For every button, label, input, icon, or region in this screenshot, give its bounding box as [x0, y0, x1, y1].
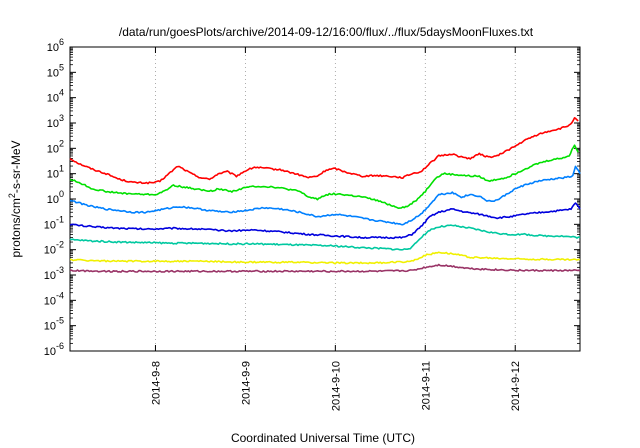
plot-area-frame [69, 46, 581, 352]
y-axis-label-sup: 2 [7, 193, 17, 198]
x-axis: 2014-9-8 2014-9-9 2014-9-10 2014-9-11 2014-9… [150, 47, 522, 411]
y-tick-label: 105 [47, 62, 64, 79]
series-line-5 [69, 224, 581, 251]
series-line-3 [69, 165, 581, 226]
series-layer [69, 117, 581, 273]
y-tick-label: 10-2 [44, 240, 64, 257]
x-tick-label: 2014-9-8 [150, 361, 162, 405]
chart-title: /data/run/goesPlots/archive/2014-09-12/1… [119, 25, 534, 39]
y-tick-label: 102 [47, 138, 64, 155]
series-line-4 [69, 202, 581, 240]
y-tick-label: 10-6 [44, 341, 64, 358]
y-axis-label: protons/cm2-s-sr-MeV [7, 140, 23, 257]
y-tick-label: 100 [47, 189, 64, 206]
x-tick-label: 2014-9-10 [330, 361, 342, 411]
y-tick-label: 104 [47, 88, 64, 105]
x-tick-label: 2014-9-9 [240, 361, 252, 405]
y-tick-label: 103 [47, 113, 64, 130]
y-tick-label: 10-4 [44, 290, 64, 307]
y-tick-label: 10-3 [44, 265, 64, 282]
x-tick-label: 2014-9-12 [510, 361, 522, 411]
x-tick-label: 2014-9-11 [420, 361, 432, 410]
y-tick-label: 10-5 [44, 316, 64, 333]
grid-lines [155, 47, 516, 351]
series-line-7 [69, 263, 581, 273]
y-axis-label-rest: -s-sr-MeV [9, 140, 23, 193]
series-line-2 [69, 144, 579, 209]
series-line-6 [69, 251, 581, 265]
y-tick-label: 101 [47, 164, 64, 181]
y-tick-label: 106 [47, 37, 64, 54]
series-line-1 [69, 117, 579, 185]
y-axis: 10-6 10-5 10-4 10-3 10-2 10-1 100 101 102 103 104 1… [44, 37, 580, 358]
x-axis-label: Coordinated Universal Time (UTC) [231, 431, 415, 445]
y-tick-label: 10-1 [44, 214, 64, 231]
y-axis-label-base: protons/cm [9, 198, 23, 257]
